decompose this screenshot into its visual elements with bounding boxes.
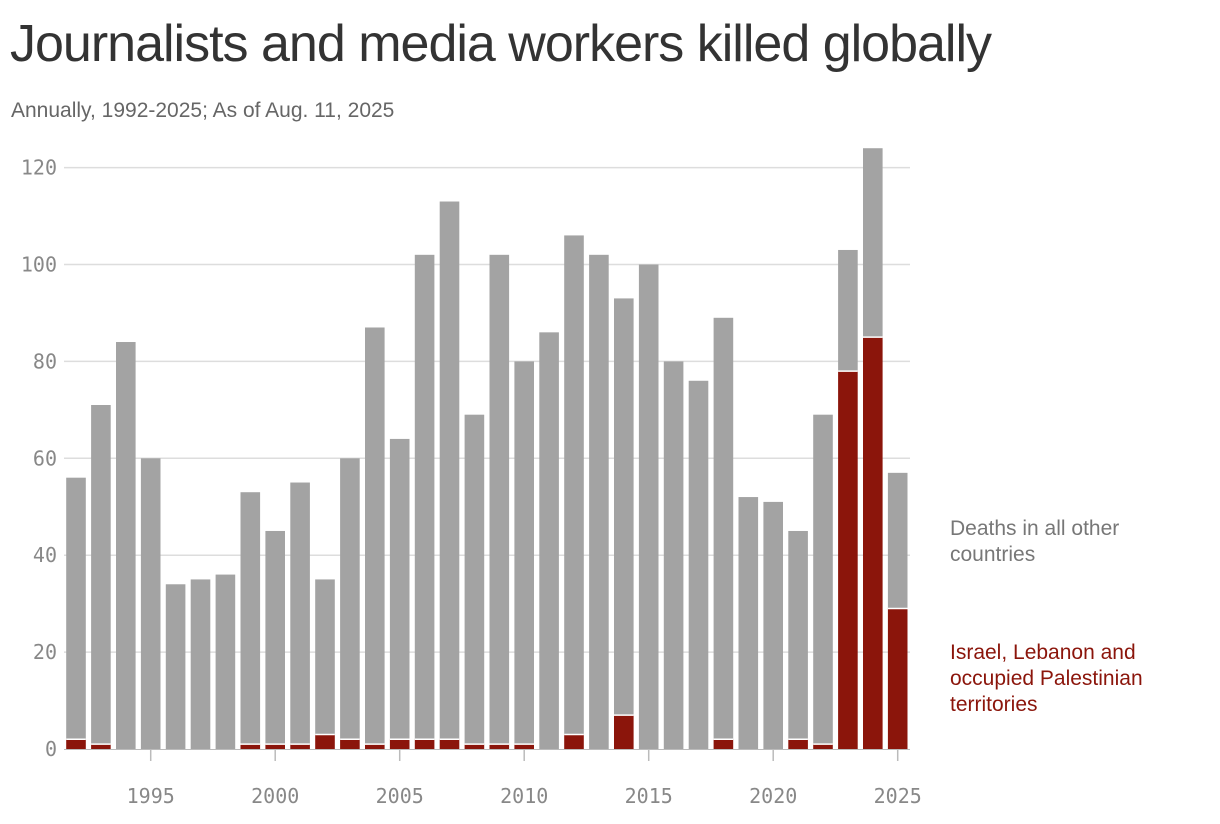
bar-other-1998 (215, 574, 236, 749)
x-tick-label-2015: 2015 (625, 784, 673, 808)
bar-other-2000 (265, 530, 285, 745)
bar-israel-lebanon-palestine-2025 (887, 608, 908, 749)
bar-israel-lebanon-palestine-2004 (365, 744, 385, 749)
legend-israel-lebanon-palestine: Israel, Lebanon and occupied Palestinian… (950, 641, 1143, 716)
bar-israel-lebanon-palestine-2008 (464, 744, 485, 749)
bar-other-1999 (240, 492, 261, 745)
bar-israel-lebanon-palestine-1999 (240, 744, 261, 749)
bar-other-2019 (738, 497, 759, 749)
bar-other-2001 (290, 482, 310, 745)
bar-israel-lebanon-palestine-1993 (91, 744, 111, 749)
x-axis: 1995 2000 2005 2010 2015 2020 2025 (64, 749, 922, 808)
x-tick-label-2025: 2025 (874, 784, 922, 808)
bar-israel-lebanon-palestine-2003 (340, 739, 360, 749)
bar-other-2006 (414, 254, 435, 740)
bar-israel-lebanon-palestine-2007 (439, 739, 460, 749)
chart-subtitle: Annually, 1992-2025; As of Aug. 11, 2025 (11, 99, 395, 122)
bar-other-1996 (165, 584, 186, 749)
bar-other-2022 (813, 414, 833, 745)
y-tick-label-120: 120 (21, 156, 57, 180)
x-tick-label-1995: 1995 (127, 784, 175, 808)
x-tick-label-2020: 2020 (749, 784, 797, 808)
y-axis-labels: 0 20 40 60 80 100 120 (21, 156, 57, 761)
y-tick-label-40: 40 (33, 543, 57, 567)
bar-other-2009 (489, 254, 510, 745)
bar-other-2003 (340, 458, 360, 740)
legend-other-countries: Deaths in all other countries (950, 517, 1120, 566)
bar-other-2024 (863, 148, 883, 338)
bar-israel-lebanon-palestine-2021 (788, 739, 808, 749)
bar-other-2015 (638, 264, 659, 749)
chart-title: Journalists and media workers killed glo… (10, 15, 992, 73)
bar-other-1995 (140, 458, 161, 749)
bar-other-2020 (763, 501, 783, 749)
bar-israel-lebanon-palestine-1992 (66, 739, 86, 749)
bar-israel-lebanon-palestine-2009 (489, 744, 510, 749)
bar-israel-lebanon-palestine-2010 (514, 744, 534, 749)
y-tick-label-100: 100 (21, 253, 57, 277)
bar-other-2017 (688, 380, 709, 749)
bar-other-2010 (514, 361, 534, 745)
bar-israel-lebanon-palestine-2018 (713, 739, 734, 749)
bar-israel-lebanon-palestine-2023 (838, 371, 858, 749)
bar-other-1994 (116, 342, 136, 749)
y-tick-label-80: 80 (33, 349, 57, 373)
y-tick-label-20: 20 (33, 640, 57, 664)
bar-other-2012 (564, 235, 584, 735)
bar-other-2011 (539, 332, 559, 749)
bar-other-2016 (663, 361, 684, 749)
bar-other-2007 (439, 201, 460, 740)
bar-israel-lebanon-palestine-2002 (315, 734, 335, 749)
x-tick-label-2005: 2005 (376, 784, 424, 808)
bar-other-1997 (190, 579, 211, 749)
bar-israel-lebanon-palestine-2012 (564, 734, 584, 749)
bar-other-1992 (66, 477, 86, 740)
bar-other-2025 (887, 472, 908, 609)
bar-other-1993 (91, 405, 111, 745)
bar-other-2014 (614, 298, 634, 716)
bar-other-2018 (713, 317, 734, 740)
bar-other-2023 (838, 249, 858, 372)
bar-israel-lebanon-palestine-2005 (389, 739, 410, 749)
bar-israel-lebanon-palestine-2001 (290, 744, 310, 749)
bar-israel-lebanon-palestine-2000 (265, 744, 285, 749)
x-tick-label-2010: 2010 (500, 784, 548, 808)
bar-israel-lebanon-palestine-2014 (614, 715, 634, 749)
bar-other-2021 (788, 530, 808, 740)
x-tick-label-2000: 2000 (251, 784, 299, 808)
y-tick-label-0: 0 (45, 737, 57, 761)
bar-israel-lebanon-palestine-2024 (863, 337, 883, 749)
bar-other-2002 (315, 579, 335, 735)
y-tick-label-60: 60 (33, 446, 57, 470)
bars (66, 148, 908, 749)
bar-other-2008 (464, 414, 485, 745)
bar-other-2004 (365, 327, 385, 745)
bar-israel-lebanon-palestine-2006 (414, 739, 435, 749)
bar-israel-lebanon-palestine-2022 (813, 744, 833, 749)
bar-other-2013 (589, 254, 609, 749)
bar-other-2005 (389, 438, 410, 740)
